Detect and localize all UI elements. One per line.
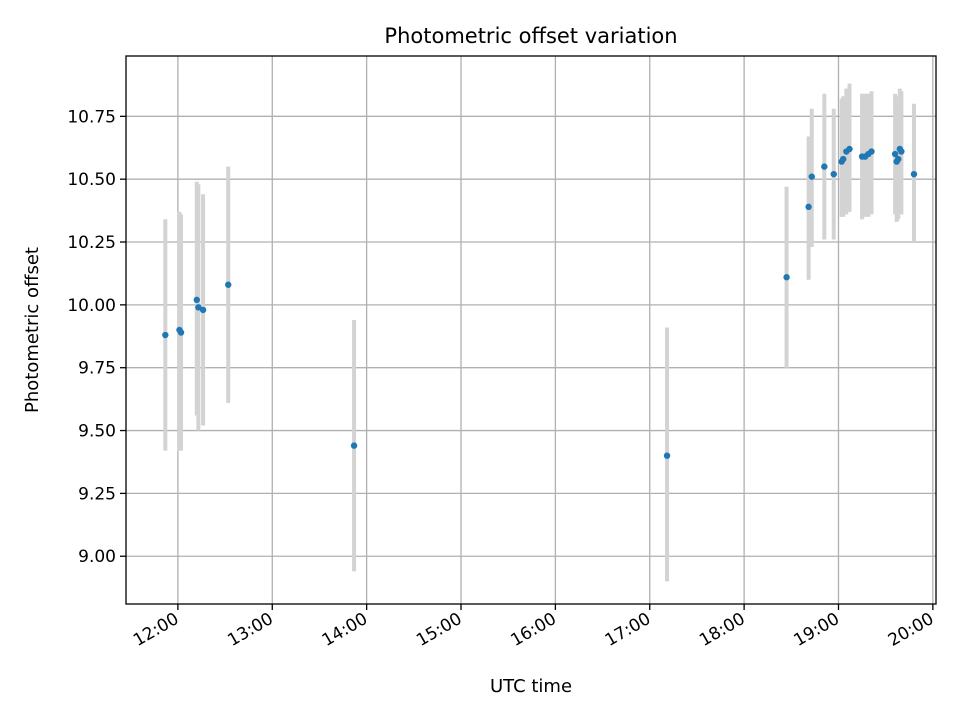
y-tick-label: 9.00 [78, 547, 116, 567]
data-point [840, 155, 847, 163]
data-point [177, 329, 185, 336]
y-tick-label: 10.25 [67, 233, 116, 253]
y-axis-ticks: 9.00 9.25 9.50 9.75 10.00 10.25 10.50 10.75 [67, 107, 126, 567]
data-point [663, 452, 671, 459]
y-tick-label: 9.75 [78, 359, 116, 379]
y-tick-label: 10.50 [67, 170, 116, 190]
y-tick-label: 10.75 [67, 107, 116, 127]
data-point [821, 163, 828, 170]
x-tick-label: 18:00 [696, 609, 748, 651]
data-point [846, 145, 853, 153]
data-point [808, 173, 815, 180]
data-point [891, 150, 899, 158]
plot-area-frame [125, 55, 937, 605]
x-tick-label: 20:00 [885, 609, 937, 651]
data-point [195, 304, 202, 311]
data-point [805, 203, 812, 211]
data-point [910, 170, 918, 178]
data-point [895, 155, 902, 163]
y-axis-title: Photometric offset [22, 247, 43, 413]
x-tick-label: 12:00 [130, 609, 182, 651]
data-points [162, 145, 918, 459]
data-point [225, 281, 232, 288]
data-point [868, 148, 875, 155]
data-point [783, 274, 790, 281]
data-point [199, 306, 207, 314]
y-tick-label: 9.50 [78, 422, 116, 442]
error-bars [163, 83, 916, 582]
x-tick-label: 15:00 [413, 609, 465, 651]
x-tick-label: 19:00 [791, 609, 843, 651]
y-tick-label: 9.25 [78, 484, 116, 504]
x-tick-label: 14:00 [319, 609, 371, 651]
data-point [830, 170, 837, 178]
x-tick-label: 16:00 [507, 609, 559, 651]
x-axis-ticks: 12:00 13:00 14:00 15:00 16:00 17:00 18:00 19:00… [130, 604, 937, 651]
data-point [193, 296, 200, 304]
data-point [898, 148, 905, 155]
grid-lines [126, 56, 936, 604]
data-point [350, 442, 358, 449]
x-axis-title: UTC time [490, 676, 572, 697]
y-tick-label: 10.00 [67, 296, 116, 316]
x-tick-label: 17:00 [602, 609, 654, 651]
data-point [162, 331, 169, 339]
chart-title: Photometric offset variation [384, 24, 677, 48]
x-tick-label: 13:00 [224, 609, 276, 651]
